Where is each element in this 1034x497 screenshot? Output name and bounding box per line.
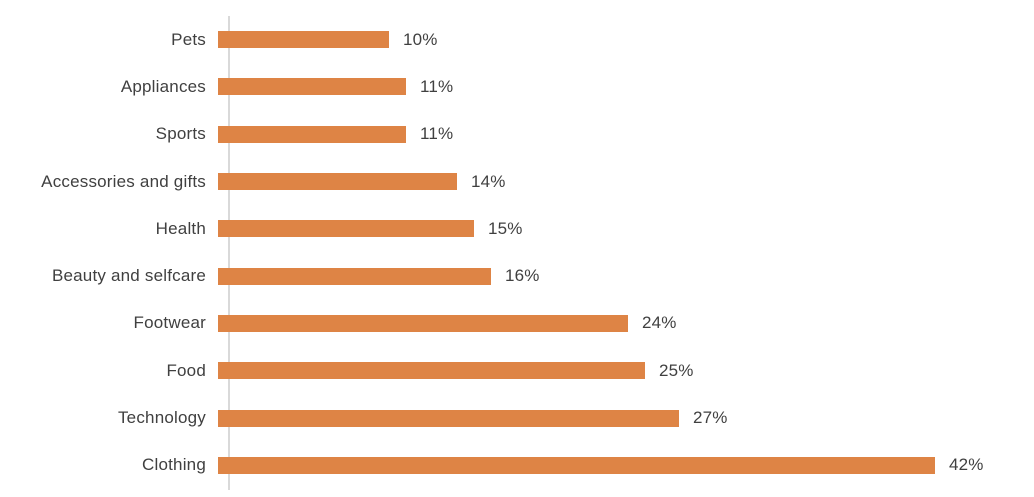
plot-area: 11% [218, 111, 1034, 158]
bar [218, 456, 935, 474]
chart-row: Technology 27% [0, 394, 1034, 441]
chart-row: Health 15% [0, 205, 1034, 252]
value-label: 42% [949, 455, 984, 475]
plot-area: 27% [218, 394, 1034, 441]
plot-area: 10% [218, 16, 1034, 63]
value-label: 14% [471, 171, 506, 191]
chart-row: Pets 10% [0, 16, 1034, 63]
value-label: 10% [403, 29, 438, 49]
chart-row: Footwear 24% [0, 300, 1034, 347]
bar [218, 409, 679, 427]
category-label: Sports [155, 124, 206, 144]
category-label: Clothing [142, 455, 206, 475]
bar [218, 125, 406, 143]
bar [218, 362, 645, 380]
category-label: Appliances [120, 76, 206, 96]
chart-row: Sports 11% [0, 111, 1034, 158]
plot-area: 15% [218, 205, 1034, 252]
category-label: Technology [117, 408, 206, 428]
value-label: 11% [420, 76, 454, 96]
plot-area: 42% [218, 442, 1034, 489]
category-label: Accessories and gifts [41, 171, 206, 191]
plot-area: 11% [218, 63, 1034, 110]
bar [218, 314, 628, 332]
chart-row: Accessories and gifts 14% [0, 158, 1034, 205]
bar [218, 173, 457, 191]
plot-area: 16% [218, 252, 1034, 299]
value-label: 15% [488, 218, 523, 238]
plot-area: 25% [218, 347, 1034, 394]
category-label: Pets [171, 29, 206, 49]
value-label: 11% [420, 124, 454, 144]
plot-area: 14% [218, 158, 1034, 205]
value-label: 24% [642, 313, 677, 333]
bar [218, 267, 491, 285]
value-label: 16% [505, 266, 540, 286]
chart-row: Beauty and selfcare 16% [0, 252, 1034, 299]
category-label: Health [155, 218, 206, 238]
chart-rows: Pets 10% Appliances 11% Sports 11% Acces… [0, 16, 1034, 489]
y-axis-line [228, 16, 230, 490]
category-label: Footwear [133, 313, 206, 333]
chart-row: Food 25% [0, 347, 1034, 394]
chart-row: Appliances 11% [0, 63, 1034, 110]
bar [218, 220, 474, 238]
plot-area: 24% [218, 300, 1034, 347]
value-label: 27% [693, 408, 728, 428]
category-label: Food [166, 360, 206, 380]
bar [218, 31, 389, 49]
bar [218, 78, 406, 96]
chart-row: Clothing 42% [0, 442, 1034, 489]
category-label: Beauty and selfcare [51, 266, 206, 286]
value-label: 25% [659, 360, 694, 380]
